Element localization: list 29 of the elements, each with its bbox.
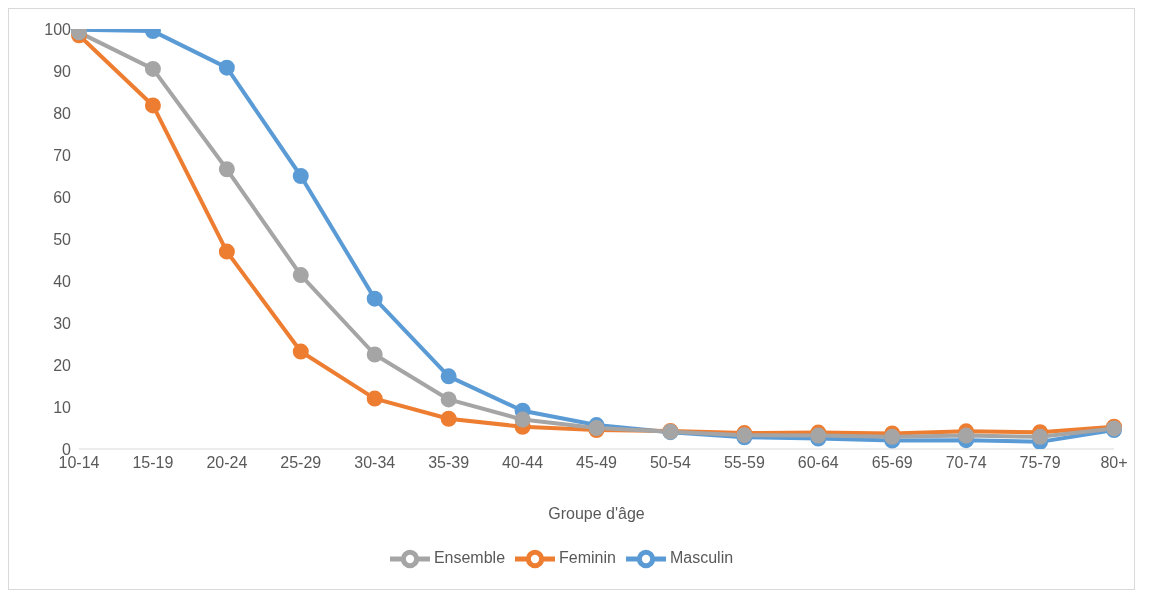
x-tick-label: 35-39	[428, 454, 470, 472]
y-tick-label: 60	[53, 188, 72, 206]
y-tick-label: 80	[53, 104, 72, 122]
x-tick-label: 25-29	[280, 454, 322, 472]
y-tick-label: 50	[53, 230, 72, 248]
x-tick-label: 45-49	[576, 454, 618, 472]
y-tick-label: 90	[53, 62, 72, 80]
x-tick-label: 15-19	[132, 454, 174, 472]
y-tick-label: 10	[53, 398, 72, 416]
x-tick-label: 10-14	[58, 454, 100, 472]
x-tick-label: 55-59	[723, 454, 765, 472]
legend-label: Ensemble	[433, 549, 506, 567]
x-tick-label: 70-74	[945, 454, 987, 472]
y-tick-label: 70	[53, 146, 72, 164]
x-tick-label: 30-34	[354, 454, 396, 472]
x-tick-label: 40-44	[502, 454, 544, 472]
y-tick-label: 30	[53, 314, 72, 332]
x-tick-label: 75-79	[1019, 454, 1061, 472]
x-axis-title: Groupe d'âge	[548, 505, 645, 522]
x-tick-label: 60-64	[797, 454, 839, 472]
x-tick-label: 50-54	[649, 454, 691, 472]
x-tick-label: 65-69	[871, 454, 913, 472]
y-tick-label: 20	[53, 356, 72, 374]
x-tick-label: 20-24	[206, 454, 248, 472]
legend-label: Feminin	[559, 549, 616, 567]
y-tick-label: 100	[44, 20, 72, 38]
y-tick-label: 40	[53, 272, 72, 290]
x-tick-label: 80+	[1100, 454, 1128, 472]
legend-label: Masculin	[669, 549, 734, 567]
